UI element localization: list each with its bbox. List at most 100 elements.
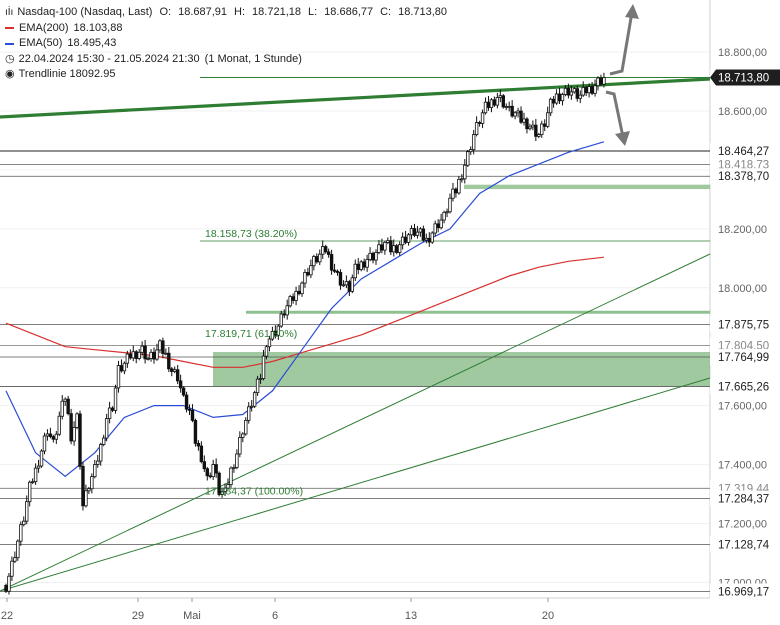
- candle-body: [178, 380, 183, 389]
- scenario-arrows: [605, 4, 639, 146]
- candle-body: [433, 223, 437, 234]
- price-tag-label: 17.665,26: [718, 381, 769, 393]
- candle-body: [581, 87, 585, 96]
- candle-body: [460, 178, 464, 181]
- low-value: 18.686,77: [324, 6, 374, 18]
- candle-body: [365, 259, 369, 268]
- candle-body: [593, 85, 597, 94]
- candle-body: [356, 263, 360, 270]
- candle-body: [389, 240, 393, 253]
- candle-body: [596, 77, 600, 87]
- candle-body: [36, 465, 41, 469]
- candle-body: [134, 351, 138, 359]
- candle-body: [285, 305, 289, 316]
- x-axis: 22 29 Mai 6 13 20: [0, 597, 780, 622]
- candle-body: [152, 351, 156, 360]
- chart-legend: ıİı Nasdaq-100 (Nasdaq, Last) O: 18.687,9…: [5, 5, 454, 83]
- candle-body: [119, 365, 124, 372]
- candle-body: [220, 490, 224, 496]
- ema200-legend[interactable]: EMA(200) 18.103,88: [5, 21, 454, 37]
- candle-body: [528, 126, 532, 130]
- candle-body: [451, 188, 455, 199]
- ema50-legend[interactable]: EMA(50) 18.495,43: [5, 36, 454, 52]
- price-tag-bg: [710, 490, 780, 507]
- candle-body: [75, 413, 79, 428]
- candle-body: [590, 86, 594, 94]
- candle-body: [54, 433, 59, 440]
- candle-body: [131, 351, 135, 359]
- candle-body: [430, 232, 434, 243]
- candle-body: [238, 437, 242, 455]
- candle-body: [400, 236, 405, 246]
- candle-body: [602, 77, 606, 85]
- candle-body: [543, 123, 547, 127]
- candle-body: [184, 394, 189, 410]
- candle-body: [560, 94, 565, 102]
- candle-body: [39, 450, 44, 467]
- support-trendline-lower: [0, 377, 711, 592]
- candle-body: [540, 123, 544, 135]
- fib-label: 17.819,71 (61.80%): [205, 328, 297, 340]
- candle-body: [264, 346, 269, 357]
- fib-label: 18.158,73 (38.20%): [205, 228, 297, 240]
- candle-body: [374, 252, 378, 261]
- candle-body: [226, 484, 230, 489]
- candle-body: [551, 98, 556, 104]
- candle-body: [525, 118, 529, 130]
- candle-body: [329, 254, 334, 271]
- candle-body: [211, 464, 215, 478]
- candle-body: [19, 524, 23, 542]
- ema200-swatch: [5, 27, 14, 30]
- candle-body: [13, 557, 17, 562]
- candle-body: [16, 540, 20, 559]
- price-tag-label: 18.713,80: [718, 73, 769, 85]
- candle-body: [158, 340, 162, 351]
- candle-body: [498, 95, 503, 98]
- candle-body: [84, 490, 88, 507]
- candle-body: [406, 234, 411, 243]
- candle-body: [537, 134, 541, 137]
- candlesticks: [4, 72, 606, 595]
- price-tag-label: 18.378,70: [718, 171, 769, 183]
- price-tag-label: 16.969,17: [718, 587, 769, 599]
- candle-body: [205, 468, 209, 477]
- candle-body: [291, 296, 295, 301]
- ema200-line: [5, 256, 604, 368]
- candle-body: [350, 277, 355, 292]
- candle-body: [489, 99, 494, 108]
- candle-body: [164, 352, 168, 355]
- candle-body: [326, 251, 331, 255]
- candle-body: [51, 436, 56, 440]
- candle-body: [516, 110, 520, 114]
- candle-body: [332, 269, 337, 272]
- price-tags: 18.713,8018.464,2718.418,7318.378,7017.8…: [710, 69, 780, 600]
- y-tick-label: 17.600,00: [718, 401, 767, 413]
- candle-body: [480, 112, 485, 124]
- candle-body: [181, 387, 186, 396]
- candle-body: [90, 476, 94, 490]
- candle-body: [463, 164, 467, 180]
- arrow-up-head: [625, 4, 639, 19]
- candle-body: [347, 281, 352, 292]
- price-tag-bg: [710, 536, 780, 553]
- candle-body: [229, 467, 233, 486]
- candle-body: [566, 87, 571, 96]
- high-value: 18.721,18: [252, 6, 301, 18]
- candle-body: [469, 149, 473, 153]
- trendline-legend[interactable]: ◉ Trendlinie 18092.95: [5, 67, 454, 83]
- candle-body: [409, 228, 414, 236]
- candle-body: [483, 101, 488, 114]
- candle-body: [439, 219, 443, 229]
- candle-body: [572, 88, 577, 93]
- candle-body: [45, 433, 50, 437]
- candle-body: [359, 261, 363, 270]
- candle-body: [300, 282, 304, 295]
- candle-body: [403, 236, 408, 243]
- candle-body: [252, 392, 257, 407]
- candle-body: [249, 405, 254, 408]
- candle-body: [66, 398, 70, 415]
- price-tag-label: 17.764,99: [718, 352, 769, 364]
- candle-body: [104, 418, 109, 439]
- candle-body: [125, 353, 130, 364]
